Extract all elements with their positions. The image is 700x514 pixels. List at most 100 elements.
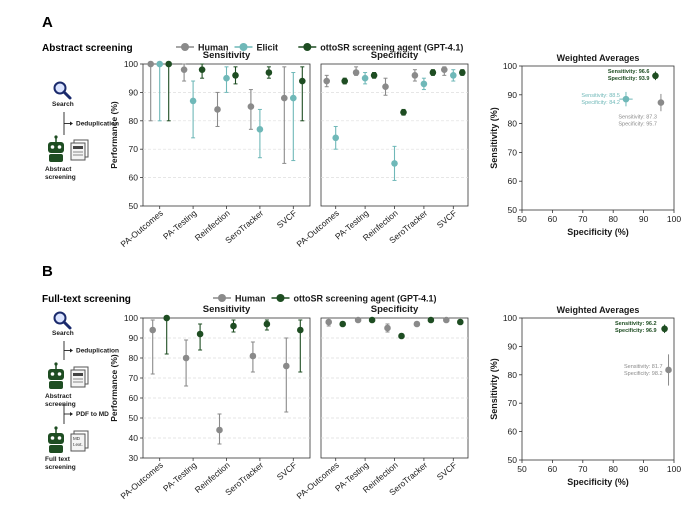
y-tick-label: 90 bbox=[129, 333, 139, 343]
point-label: Specificity: 84.2 bbox=[581, 100, 620, 106]
document-text: MD bbox=[73, 436, 81, 441]
point-label: Sensitivity: 96.6 bbox=[608, 69, 650, 75]
x-tick-label: 90 bbox=[639, 214, 649, 224]
legend-a: Human Elicit ottoSR screening agent (GPT-4… bbox=[176, 43, 463, 53]
workflow-b: SearchDeduplicationAbstractscreeningPDF … bbox=[45, 311, 119, 471]
point-label: Sensitivity: 87.3 bbox=[618, 115, 657, 121]
x-tick-label: 90 bbox=[639, 464, 649, 474]
x-tick-label: 100 bbox=[667, 214, 681, 224]
data-point bbox=[339, 320, 347, 328]
data-point bbox=[384, 324, 391, 332]
y-axis-label: Sensitivity (%) bbox=[489, 107, 499, 169]
legend-marker bbox=[218, 294, 226, 302]
legend-item: Human bbox=[213, 294, 266, 304]
x-tick-label: SVCF bbox=[275, 460, 299, 482]
y-tick-label: 70 bbox=[508, 147, 518, 157]
y-tick-label: 60 bbox=[129, 393, 139, 403]
legend-label: ottoSR screening agent (GPT-4.1) bbox=[320, 43, 463, 53]
workflow-label: screening bbox=[45, 401, 76, 408]
y-tick-label: 80 bbox=[129, 116, 139, 126]
x-tick-label: 80 bbox=[608, 214, 618, 224]
x-tick-label: 50 bbox=[517, 464, 527, 474]
data-point bbox=[182, 354, 190, 362]
data-point bbox=[368, 316, 376, 324]
data-point bbox=[149, 326, 156, 334]
data-point bbox=[156, 60, 163, 68]
robot-icon bbox=[48, 362, 64, 389]
legend-item: ottoSR screening agent (GPT-4.1) bbox=[298, 43, 463, 53]
x-tick-label: 80 bbox=[608, 464, 618, 474]
chart-a-sensitivity: 50 60 70 80 90 100 Sensitivity Performance (%) P… bbox=[109, 50, 311, 249]
data-point bbox=[622, 95, 630, 103]
data-point bbox=[299, 77, 306, 85]
data-point bbox=[256, 126, 264, 133]
chart-title: Sensitivity bbox=[203, 50, 251, 61]
data-point bbox=[411, 72, 419, 79]
legend-label: ottoSR screening agent (GPT-4.1) bbox=[294, 294, 437, 304]
chart-b-sensitivity: 30 40 50 60 70 80 90 100 Sensitivity Performance … bbox=[109, 304, 311, 501]
y-axis-label: Performance (%) bbox=[109, 354, 119, 422]
point-label: Specificity: 95.7 bbox=[618, 122, 657, 128]
data-point bbox=[400, 108, 407, 116]
y-tick-label: 50 bbox=[508, 455, 518, 465]
chart-title: Weighted Averages bbox=[557, 305, 640, 315]
data-point bbox=[198, 66, 206, 73]
workflow-label: screening bbox=[45, 174, 76, 181]
data-point bbox=[265, 69, 273, 76]
data-point bbox=[657, 99, 665, 106]
data-point bbox=[661, 325, 668, 333]
y-tick-label: 60 bbox=[508, 427, 518, 437]
data-point bbox=[180, 66, 188, 73]
point-label: Specificity: 96.9 bbox=[615, 328, 657, 334]
plot-frame bbox=[521, 317, 675, 461]
workflow-label: Deduplication bbox=[76, 348, 119, 355]
data-point bbox=[297, 326, 304, 334]
data-point bbox=[230, 322, 237, 330]
data-point bbox=[247, 103, 255, 110]
y-tick-label: 100 bbox=[124, 59, 138, 69]
workflow-label: Abstract bbox=[45, 166, 72, 173]
data-point bbox=[441, 66, 448, 73]
workflow-arrow: Deduplication bbox=[63, 341, 119, 360]
data-point bbox=[652, 72, 659, 80]
workflow-label: Abstract bbox=[45, 393, 72, 400]
legend-item: Human bbox=[176, 43, 229, 53]
panel-b-letter: B bbox=[42, 263, 53, 280]
point-label: Sensitivity: 81.7 bbox=[624, 364, 663, 370]
plot-frame bbox=[521, 65, 675, 211]
workflow-label: Deduplication bbox=[76, 121, 119, 128]
x-tick-label: SVCF bbox=[435, 208, 459, 230]
workflow-arrow: PDF to MD bbox=[63, 404, 109, 424]
data-point bbox=[223, 74, 230, 82]
x-tick-label: SVCF bbox=[435, 460, 459, 482]
data-point bbox=[370, 72, 378, 79]
y-tick-label: 80 bbox=[508, 370, 518, 380]
data-point bbox=[391, 160, 398, 167]
legend-marker bbox=[276, 294, 285, 302]
x-axis-label: Specificity (%) bbox=[567, 227, 629, 237]
data-point bbox=[232, 72, 239, 79]
x-tick-label: 70 bbox=[578, 464, 588, 474]
workflow-arrow: Deduplication bbox=[63, 112, 119, 135]
y-tick-label: 80 bbox=[129, 353, 139, 363]
chart-title: Specificity bbox=[371, 50, 419, 61]
magnifier-icon bbox=[53, 81, 72, 100]
x-tick-label: PA-Outcomes bbox=[295, 460, 341, 501]
y-axis-label: Sensitivity (%) bbox=[489, 358, 499, 420]
data-point bbox=[361, 74, 369, 82]
data-point bbox=[189, 97, 197, 105]
panel-a-title: Abstract screening bbox=[42, 43, 133, 54]
point-label: Sensitivity: 88.5 bbox=[581, 93, 620, 99]
data-point bbox=[427, 316, 435, 324]
data-point bbox=[459, 69, 466, 76]
x-tick-label: 60 bbox=[548, 464, 558, 474]
data-point bbox=[165, 60, 172, 68]
point-label: Sensitivity: 96.2 bbox=[615, 321, 657, 327]
magnifier-icon bbox=[53, 311, 72, 330]
legend-b: Human ottoSR screening agent (GPT-4.1) bbox=[213, 294, 437, 304]
document-icon bbox=[70, 139, 89, 161]
